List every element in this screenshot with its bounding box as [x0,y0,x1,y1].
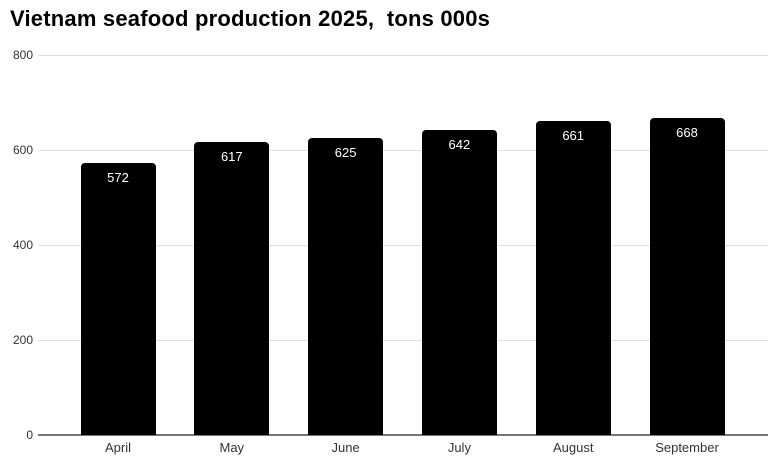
y-axis-tick-label: 800 [12,48,33,62]
bar-july[interactable]: 642 [421,130,497,435]
bar-april[interactable]: 572 [80,163,156,435]
bar-value-label: 642 [448,137,471,153]
bar-august[interactable]: 661 [535,121,611,435]
y-gridline [38,340,768,341]
bar-value-label: 625 [334,145,357,161]
y-axis-tick-label: 0 [26,428,33,442]
bar-value-label: 661 [562,128,585,144]
bar-june[interactable]: 625 [308,138,384,435]
bar-may[interactable]: 617 [194,141,270,435]
bar-value-label: 572 [107,170,129,186]
y-gridline [38,55,768,56]
x-axis-label-august: August [552,440,594,455]
x-axis-label-june: June [331,440,360,455]
x-axis-label-may: May [219,440,245,455]
x-axis-label-september: September [655,440,719,455]
chart-title: Vietnam seafood production 2025, tons 00… [10,6,491,31]
bar-value-label: 668 [676,124,698,140]
y-gridline [38,245,768,246]
y-gridline [38,150,768,151]
y-axis-tick-label: 600 [12,143,33,157]
x-axis-label-april: April [104,440,131,455]
x-axis-label-july: July [447,440,471,455]
bar-value-label: 617 [220,148,243,164]
x-axis-baseline [38,434,768,436]
y-axis-tick-label: 400 [12,238,33,252]
y-axis-tick-label: 200 [12,333,33,347]
bar-september[interactable]: 668 [649,117,725,435]
